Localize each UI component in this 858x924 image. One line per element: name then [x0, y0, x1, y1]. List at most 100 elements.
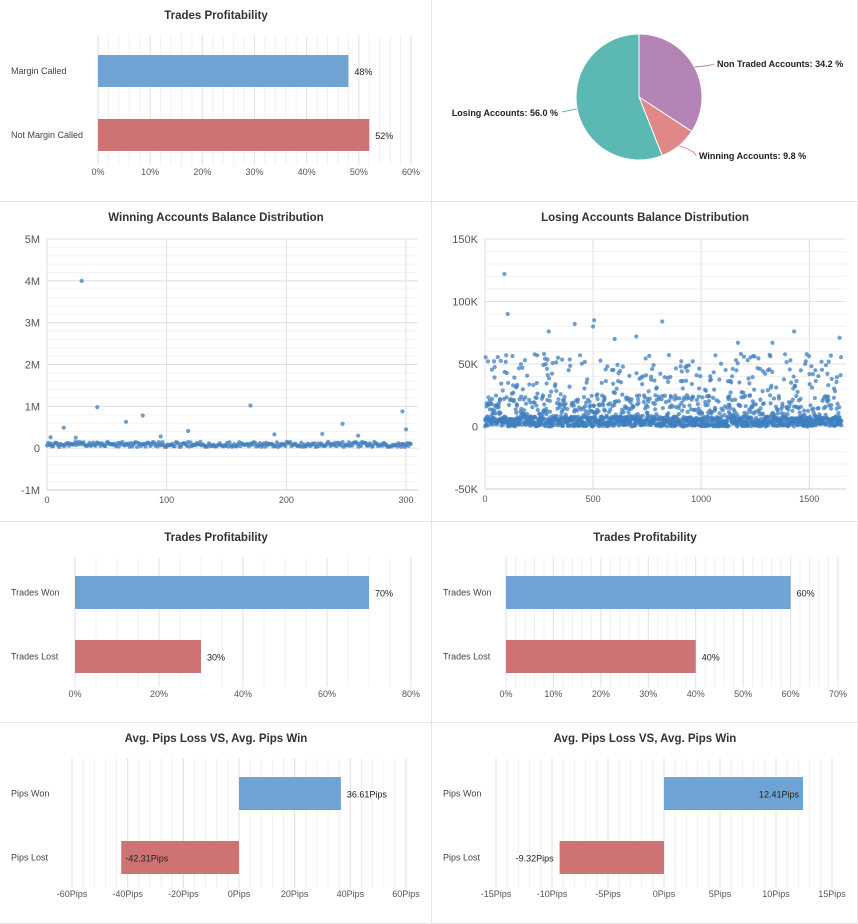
scatter-point [566, 368, 571, 373]
scatter-point [561, 397, 567, 403]
scatter-point [620, 364, 626, 369]
scatter-point [839, 418, 844, 423]
scatter-point [489, 401, 494, 406]
scatter-point [743, 393, 748, 399]
scatter-point [563, 401, 568, 406]
scatter-point [554, 360, 559, 365]
chart-trades-won-lost-2: Trades Profitability 0% 10% 20% 30% 40% 50% 60%… [443, 532, 847, 699]
scatter-point [493, 393, 499, 398]
scatter-point [496, 405, 501, 410]
scatter-point [791, 374, 796, 379]
scatter-point [312, 441, 317, 446]
x-tick-label: 100 [159, 495, 174, 505]
x-tick-label: 0 [482, 494, 487, 504]
category-label: Trades Lost [11, 652, 59, 662]
scatter-point [143, 444, 148, 449]
scatter-point [666, 352, 672, 358]
scatter-point [172, 444, 177, 449]
bar-trades-lost [75, 640, 201, 673]
pie-connector [678, 145, 697, 157]
scatter-point [356, 433, 361, 438]
scatter-point [495, 354, 500, 360]
y-tick-label: 0 [472, 422, 478, 434]
y-tick-label: 5M [25, 234, 40, 246]
scatter-point [618, 368, 623, 373]
scatter-point [602, 408, 608, 413]
scatter-point [788, 380, 794, 385]
scatter-point [530, 405, 535, 410]
chart-title: Losing Accounts Balance Distribution [541, 212, 749, 224]
scatter-point [408, 441, 413, 447]
category-label: Pips Won [443, 789, 481, 799]
scatter-point [514, 403, 520, 408]
chart-winning-balance-distribution: Winning Accounts Balance Distribution -1M… [21, 212, 418, 505]
scatter-point [744, 411, 750, 416]
scatter-point [775, 411, 781, 416]
scatter-point [514, 410, 519, 415]
chart-pips-1: Avg. Pips Loss VS, Avg. Pips Win -60Pips -… [11, 733, 420, 899]
scatter-point [524, 411, 530, 417]
scatter-point [695, 402, 701, 407]
scatter-point [653, 393, 658, 398]
scatter-point [176, 441, 181, 446]
scatter-point [694, 373, 699, 378]
scatter-point [558, 392, 563, 397]
scatter-point [598, 358, 603, 363]
x-tick-label: 5Pips [709, 889, 732, 899]
scatter-point [733, 358, 739, 363]
scatter-point [787, 367, 792, 372]
chart-title: Trades Profitability [593, 532, 697, 544]
scatter-point [520, 387, 525, 392]
scatter-point [560, 423, 565, 428]
bar-pips-lost [121, 841, 239, 874]
y-tick-label: 4M [25, 276, 40, 288]
scatter-point [591, 403, 597, 408]
scatter-point [516, 366, 522, 371]
scatter-point [103, 443, 108, 449]
scatter-point [504, 395, 509, 400]
pie-label: Winning Accounts: 9.8 % [699, 151, 806, 161]
scatter-point [809, 364, 814, 369]
scatter-point [758, 366, 763, 372]
x-tick-label: 80% [402, 689, 420, 699]
scatter-point [765, 388, 770, 393]
x-tick-label: 200 [279, 495, 294, 505]
scatter-point [636, 401, 641, 406]
scatter-point [556, 397, 561, 402]
scatter-point [567, 357, 572, 362]
scatter-point [806, 354, 812, 359]
scatter-point [683, 378, 689, 383]
scatter-point [248, 403, 253, 408]
scatter-point [738, 403, 743, 409]
chart-trades-profitability-margin: Trades Profitability 0% 10% 20% 30% 40% 50% 60%… [11, 10, 420, 177]
scatter-point [793, 384, 798, 389]
chart-title: Avg. Pips Loss VS, Avg. Pips Win [125, 733, 308, 745]
scatter-point [653, 407, 658, 412]
data-label: -9.32Pips [516, 854, 555, 864]
y-tick-label: 50K [458, 359, 478, 371]
scatter-point [826, 383, 831, 388]
x-tick-label: 10% [141, 167, 159, 177]
scatter-point [654, 385, 659, 390]
panel-trades-profitability-margin: Trades Profitability 0% 10% 20% 30% 40% 50% 60%… [0, 0, 432, 202]
scatter-point [553, 382, 558, 387]
scatter-point [680, 408, 685, 413]
scatter-point [602, 396, 607, 402]
scatter-point [513, 407, 518, 412]
scatter-point [649, 377, 654, 382]
scatter-point [578, 353, 583, 358]
scatter-point [767, 367, 772, 372]
category-label: Not Margin Called [11, 130, 83, 140]
y-tick-label: 0 [34, 443, 40, 455]
scatter-point [534, 380, 539, 386]
scatter-point [515, 382, 520, 387]
scatter-point [690, 394, 696, 399]
scatter-point [679, 369, 684, 374]
scatter-point [646, 399, 651, 404]
scatter-point [627, 373, 632, 378]
scatter-point [546, 329, 551, 334]
scatter-point [547, 398, 552, 403]
scatter-point [498, 358, 503, 363]
scatter-point [545, 357, 550, 362]
scatter-point [527, 382, 532, 387]
